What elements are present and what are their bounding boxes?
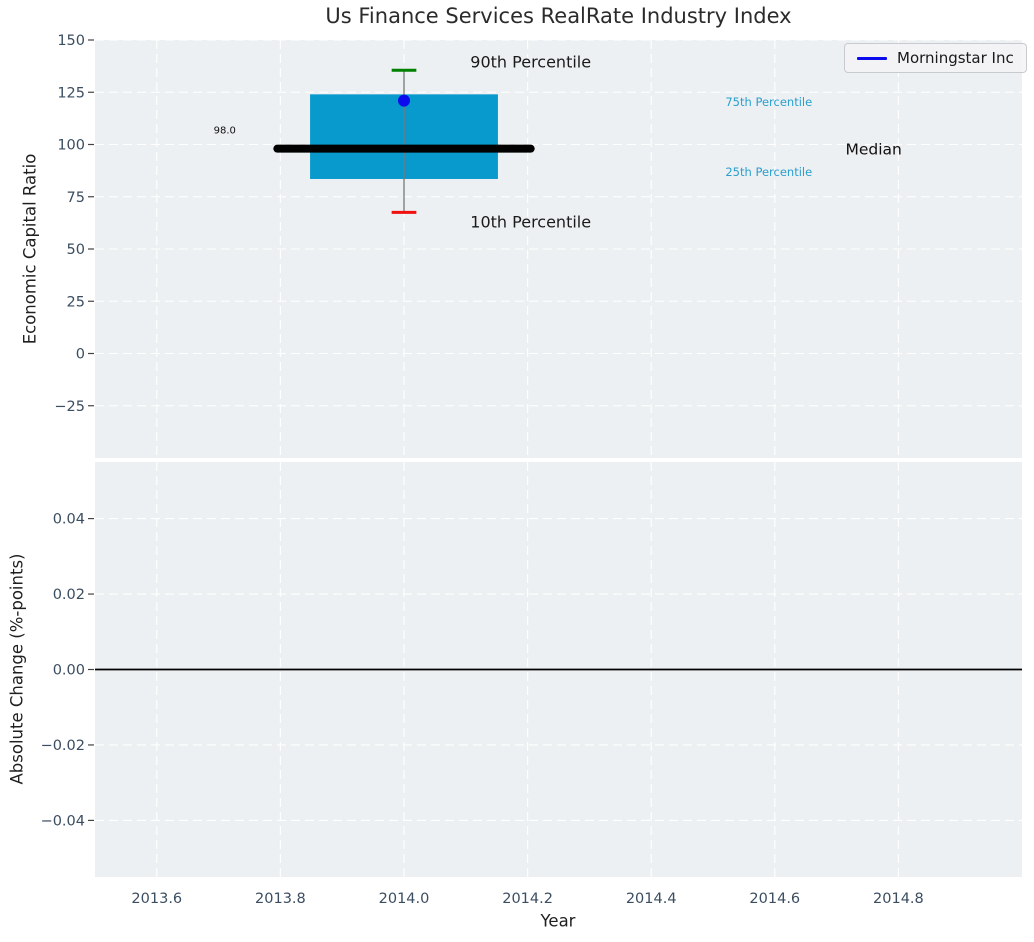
morningstar-marker [398,94,410,107]
label-10th-percentile: 10th Percentile [470,213,591,232]
y-tick-label: 50 [67,242,85,258]
legend-line-swatch [857,56,887,60]
y-tick-label: 100 [57,138,85,154]
x-tick-label: 2013.8 [255,891,306,907]
label-median-value: 98.0 [214,125,236,136]
x-tick-label: 2014.2 [502,891,553,907]
y-tick-label: −0.04 [41,813,85,829]
x-tick-label: 2013.6 [131,891,182,907]
x-tick-label: 2014.0 [379,891,430,907]
y-tick-label: 75 [67,190,85,206]
label-25th-percentile: 25th Percentile [725,165,812,179]
y-tick-label: −25 [54,399,85,415]
y-tick-label: 0.04 [53,512,85,528]
x-tick-label: 2014.6 [749,891,800,907]
chart-title: Us Finance Services RealRate Industry In… [325,4,792,28]
y-tick-label: 125 [57,85,85,101]
y-axis-label-bottom: Absolute Change (%-points) [7,553,27,785]
x-tick-label: 2014.8 [873,891,924,907]
x-tick-label: 2014.4 [626,891,677,907]
y-tick-label: 0.02 [53,587,85,603]
label-90th-percentile: 90th Percentile [470,53,591,72]
label-median: Median [845,140,901,158]
label-75th-percentile: 75th Percentile [725,95,812,109]
y-tick-label: 25 [67,294,85,310]
y-tick-label: 150 [57,33,85,49]
x-axis-label: Year [540,911,576,931]
y-tick-label: 0 [76,347,85,363]
y-tick-label: 0.00 [53,663,85,679]
y-axis-label-top: Economic Capital Ratio [20,153,40,345]
legend-series-label: Morningstar Inc [897,49,1014,67]
legend: Morningstar Inc [844,43,1027,73]
y-tick-label: −0.02 [41,738,85,754]
